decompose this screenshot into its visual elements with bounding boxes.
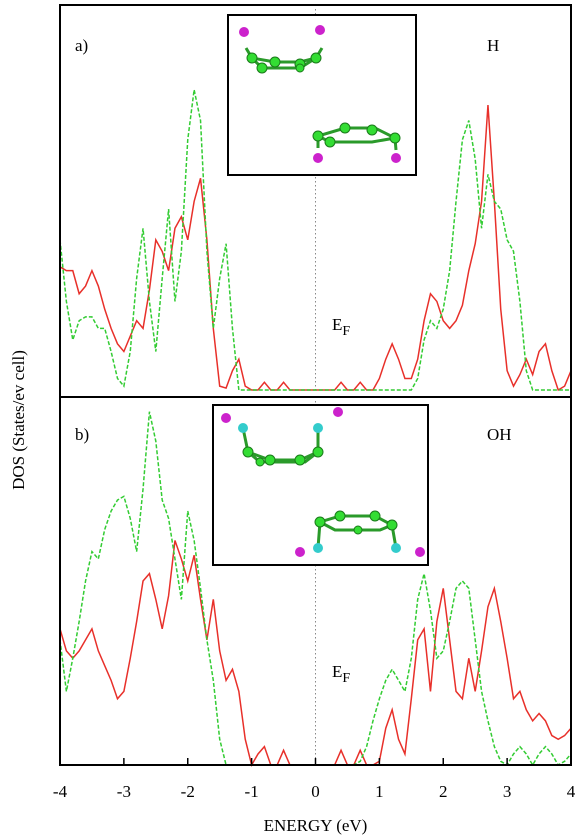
x-tick-label: 0 (311, 782, 320, 801)
x-tick-label: 2 (439, 782, 448, 801)
annotation: OH (487, 425, 512, 444)
annotation: b) (75, 425, 89, 444)
dos-line (59, 411, 572, 767)
x-axis-label: ENERGY (eV) (264, 816, 368, 835)
annotation-subscript: F (342, 324, 350, 339)
inset-oh (212, 404, 429, 566)
x-tick-label: -2 (181, 782, 195, 801)
x-tick-label: -3 (117, 782, 131, 801)
annotation: a) (75, 36, 88, 55)
y-axis-label: DOS (States/ev cell) (9, 350, 28, 490)
annotation: EF (332, 315, 350, 339)
dos-line (59, 89, 571, 391)
inset-h (227, 14, 417, 176)
x-tick-label: 1 (375, 782, 384, 801)
x-tick-label: 4 (567, 782, 576, 801)
x-tick-label: -1 (245, 782, 259, 801)
x-tick-label: 3 (503, 782, 512, 801)
annotation: H (487, 36, 499, 55)
annotation-subscript: F (342, 671, 350, 686)
annotation: EF (332, 662, 350, 686)
x-tick-label: -4 (53, 782, 68, 801)
